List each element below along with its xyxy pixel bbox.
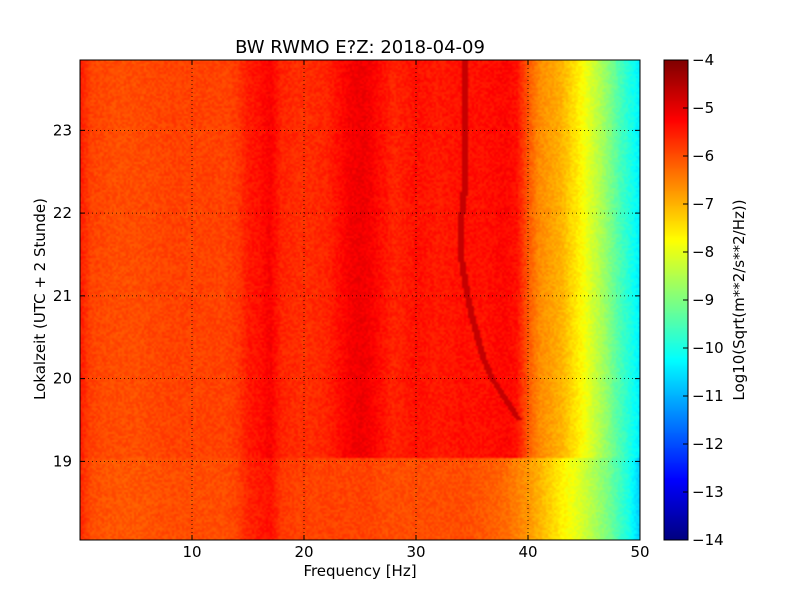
y-axis-label: Lokalzeit (UTC + 2 Stunde) bbox=[31, 198, 49, 400]
x-axis-label: Frequency [Hz] bbox=[303, 562, 416, 580]
colorbar-tick-label: −8 bbox=[692, 243, 714, 261]
y-tick-label: 20 bbox=[53, 370, 72, 388]
x-tick-label: 10 bbox=[182, 543, 201, 561]
colorbar-tick-label: −9 bbox=[692, 291, 714, 309]
y-tick-label: 22 bbox=[53, 204, 72, 222]
colorbar-label: Log10(Sqrt(m**2/s**2/Hz)) bbox=[730, 199, 748, 400]
x-axis-ticks: 10 20 30 40 50 bbox=[182, 60, 650, 561]
y-tick-label: 23 bbox=[53, 121, 72, 139]
plot-frame bbox=[79, 59, 641, 541]
heatmap-cells bbox=[80, 60, 640, 540]
colorbar-tick-label: −5 bbox=[692, 99, 714, 117]
spectrogram-heatmap bbox=[80, 60, 640, 540]
x-tick-label: 50 bbox=[630, 543, 649, 561]
colorbar-ticks: −4 −5 −6 −7 −8 −9 −10 −11 −12 −13 −14 bbox=[683, 51, 724, 549]
colorbar-tick-label: −7 bbox=[692, 195, 714, 213]
colorbar-tick-label: −4 bbox=[692, 51, 714, 69]
grid-lines bbox=[80, 60, 640, 540]
x-tick-label: 30 bbox=[406, 543, 425, 561]
colorbar-tick-label: −12 bbox=[692, 435, 724, 453]
chart-title: BW RWMO E?Z: 2018-04-09 bbox=[235, 37, 485, 58]
x-tick-label: 40 bbox=[518, 543, 537, 561]
y-tick-label: 21 bbox=[53, 287, 72, 305]
colorbar-tick-label: −13 bbox=[692, 483, 724, 501]
colorbar-tick-label: −14 bbox=[692, 531, 724, 549]
colorbar: −4 −5 −6 −7 −8 −9 −10 −11 −12 −13 −14 Log10(Sqrt(m… bbox=[663, 51, 748, 549]
y-tick-label: 19 bbox=[53, 452, 72, 470]
colorbar-tick-label: −11 bbox=[692, 387, 724, 405]
x-tick-label: 20 bbox=[294, 543, 313, 561]
colorbar-tick-label: −10 bbox=[692, 339, 724, 357]
colorbar-tick-label: −6 bbox=[692, 147, 714, 165]
y-axis-ticks: 19 20 21 22 23 bbox=[53, 121, 640, 470]
